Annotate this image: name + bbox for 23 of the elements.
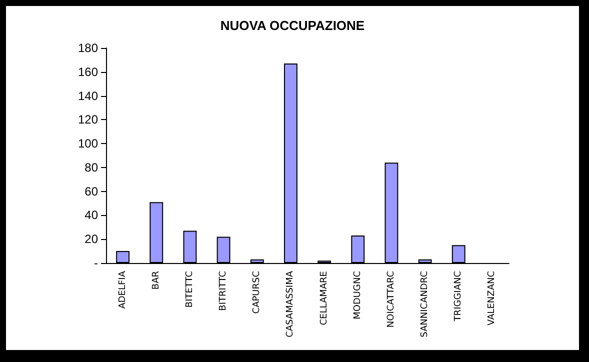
y-tick-label: 20	[84, 232, 98, 246]
y-tick-label: 140	[78, 88, 98, 103]
x-tick-label: CAPURSC	[252, 271, 262, 314]
x-tick-label: CASAMASSIMA	[286, 270, 296, 338]
x-tick-label: VALENZANC	[487, 271, 498, 326]
x-tick-label: ADELFIA	[118, 270, 128, 309]
y-tick-label: 180	[78, 41, 98, 55]
x-tick-label: CELLAMARE	[319, 270, 330, 326]
x-tick-label: NOICATTARC	[386, 271, 396, 328]
y-tick-label: 40	[84, 208, 98, 222]
x-tick-label: BITETTC	[184, 271, 195, 308]
y-tick-label: 160	[78, 64, 98, 79]
x-tick-label: BAR	[151, 271, 162, 290]
y-tick-label: -	[94, 256, 98, 270]
x-tick-label: SANNICANDRC	[420, 271, 430, 338]
y-tick-label: 100	[78, 136, 98, 151]
chart-title: NUOVA OCCUPAZIONE	[220, 18, 365, 33]
y-tick-label: 80	[84, 160, 98, 174]
x-tick-label: TRIGGIANC	[454, 271, 464, 322]
y-tick-label: 60	[84, 184, 98, 198]
x-tick-label: BITRITTC	[218, 271, 229, 311]
x-tick-label: MODUGNC	[352, 271, 363, 320]
y-tick-label: 120	[78, 112, 98, 127]
